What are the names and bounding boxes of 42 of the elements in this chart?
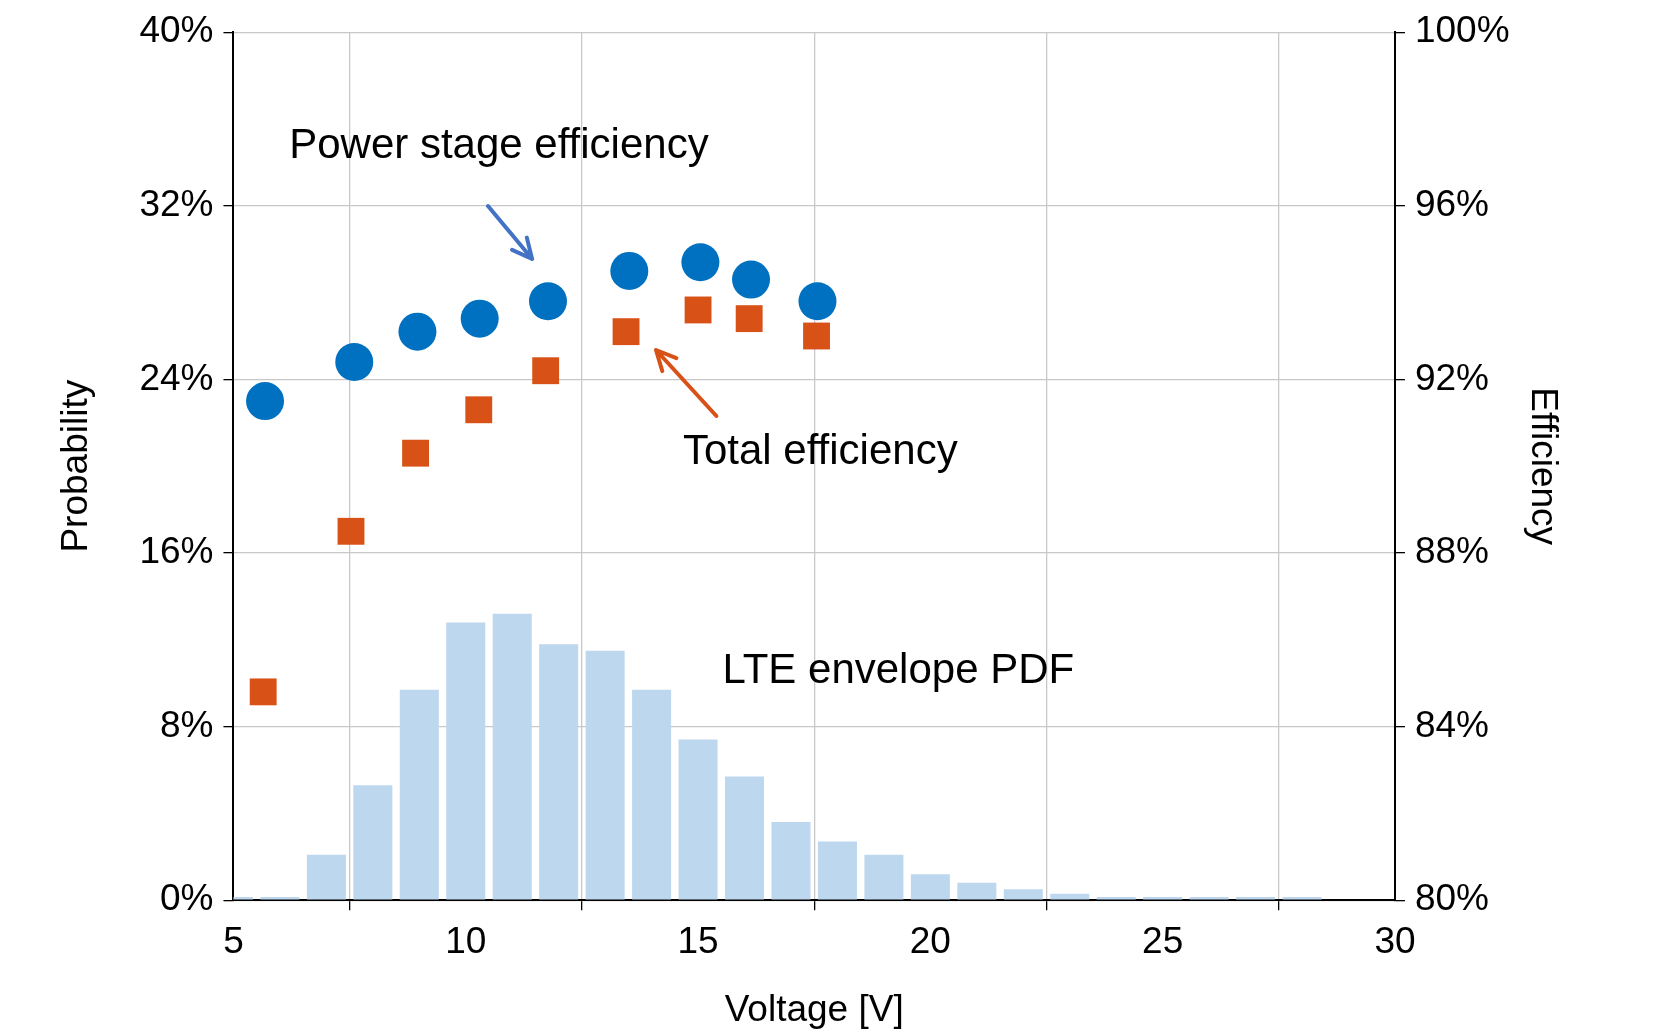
point <box>735 305 763 333</box>
point <box>684 296 712 324</box>
y2-tick-label: 88% <box>1414 530 1490 572</box>
y-tick-label: 8% <box>159 703 214 745</box>
point <box>528 282 567 321</box>
y2-tick-label: 84% <box>1414 703 1490 745</box>
point <box>681 243 720 282</box>
point <box>532 357 560 385</box>
x-tick-label: 10 <box>445 919 487 961</box>
point <box>246 382 285 421</box>
annotation: Total efficiency <box>682 425 958 473</box>
x-tick-label: 15 <box>677 919 719 961</box>
x-tick-label: 20 <box>909 919 951 961</box>
x-tick-label: 5 <box>223 919 244 961</box>
y-tick-label: 32% <box>139 183 214 224</box>
point <box>612 318 640 346</box>
point <box>402 439 430 467</box>
y2-tick-label: 100% <box>1414 9 1510 51</box>
point <box>798 282 837 321</box>
x-tick-label: 30 <box>1374 919 1416 961</box>
point <box>610 251 649 290</box>
annotation: LTE envelope PDF <box>722 645 1075 693</box>
y2-tick-label: 96% <box>1414 183 1490 224</box>
point <box>249 678 277 706</box>
y2-tick-label: 80% <box>1414 877 1490 919</box>
y-tick-label: 24% <box>139 356 214 398</box>
y2-axis-title: Efficiency <box>1523 387 1565 546</box>
annotation: Power stage efficiency <box>289 120 709 168</box>
x-tick-label: 25 <box>1142 919 1184 961</box>
point <box>335 343 374 382</box>
y-axis-title: Probability <box>54 379 96 553</box>
y-tick-label: 16% <box>139 530 214 572</box>
point <box>465 396 493 424</box>
point <box>460 299 499 338</box>
y-tick-label: 40% <box>139 9 214 51</box>
x-axis-title: Voltage [V] <box>724 988 904 1029</box>
point <box>803 322 830 350</box>
point <box>398 312 437 351</box>
point <box>337 517 365 545</box>
point <box>732 260 771 299</box>
y2-tick-label: 92% <box>1414 356 1490 398</box>
y-tick-label: 0% <box>159 877 214 919</box>
